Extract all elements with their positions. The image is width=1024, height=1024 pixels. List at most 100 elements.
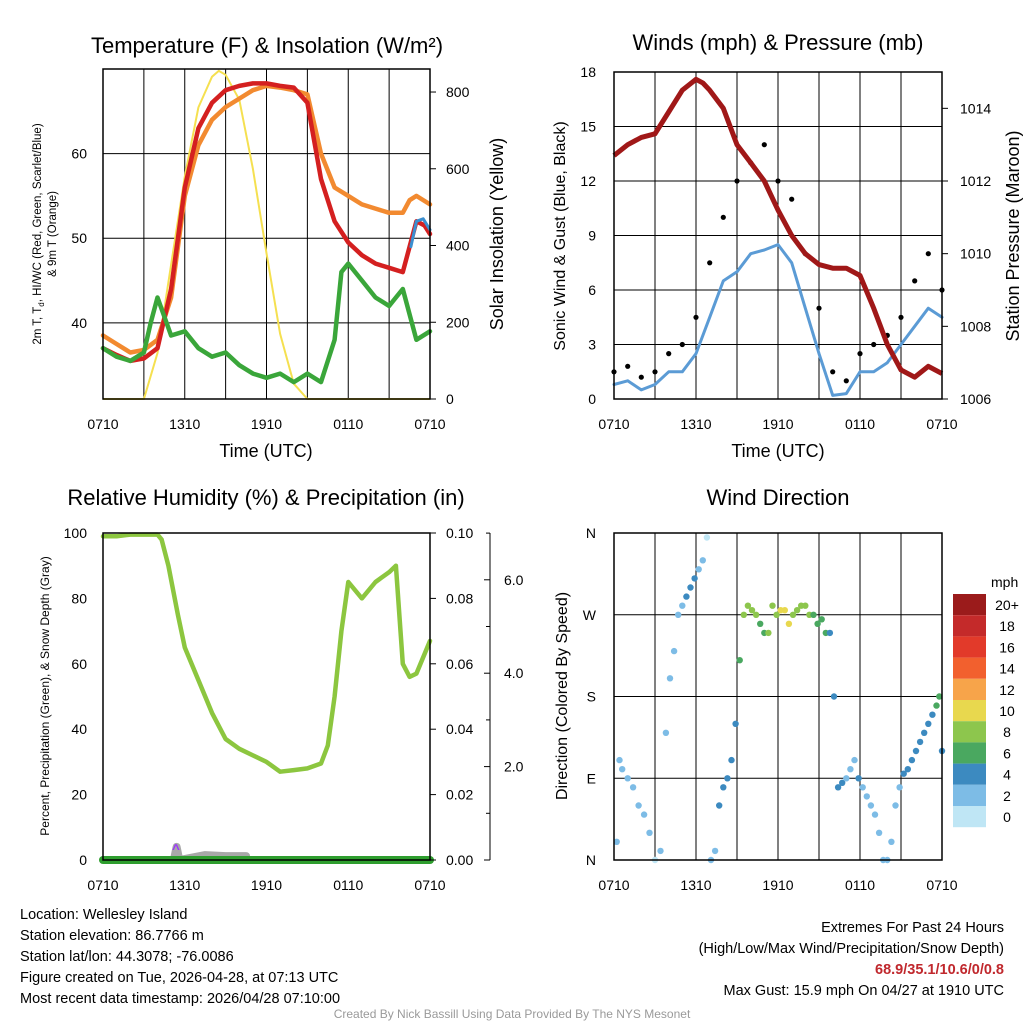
footer-credit: Created By Nick Bassill Using Data Provi…: [333, 1007, 691, 1021]
wind-direction-point: [635, 802, 642, 809]
gust-point: [638, 374, 644, 380]
gust-point: [707, 260, 713, 266]
x-tick-label: 0110: [333, 877, 363, 893]
humidity-x-ticks: 0710 1310 1910 0110 0710: [87, 877, 445, 893]
recent-text: Most recent data timestamp: 2026/04/28 0…: [20, 991, 341, 1007]
wind-direction-point: [863, 793, 870, 800]
extremes-info: Extremes For Past 24 Hours (High/Low/Max…: [699, 918, 1004, 1002]
y-tick-label: N: [586, 852, 596, 868]
wind-direction-point: [691, 575, 698, 582]
wind-direction-point: [793, 607, 801, 614]
wind-direction-point: [616, 756, 623, 764]
wind-direction-x-ticks: 0710 1310 1910 0110 0710: [598, 877, 957, 893]
wind-direction-point: [912, 747, 920, 755]
x-tick-label: 0710: [598, 877, 629, 893]
yr-tick-label: 1006: [960, 391, 991, 407]
y-tick-label: 40: [71, 315, 87, 331]
y-tick-label: 50: [71, 230, 87, 246]
wind-direction-point: [703, 534, 711, 541]
solar-insolation-line: [103, 69, 430, 400]
temperature-frame: [102, 68, 431, 400]
y-tick-label: 6: [588, 282, 596, 298]
humidity-plot: ^: [99, 532, 434, 864]
wind-direction-point: [859, 784, 866, 791]
colorbar-label: 0: [1003, 809, 1011, 825]
wind-direction-point: [732, 720, 739, 727]
x-tick-label: 1910: [251, 877, 282, 893]
colorbar-label: 8: [1003, 724, 1011, 740]
colorbar-label: 20+: [995, 597, 1019, 613]
gust-point: [843, 378, 849, 384]
yr-tick-label: 200: [446, 314, 470, 330]
y-tick-label: 60: [71, 656, 87, 672]
colorbar-title: mph: [991, 574, 1018, 590]
max-gust-text: Max Gust: 15.9 mph On 04/27 at 1910 UTC: [723, 983, 1004, 999]
station-info: Location: Wellesley Island Station eleva…: [20, 905, 340, 1010]
wind-direction-point: [752, 611, 760, 618]
yr-tick-label: 0: [446, 391, 454, 407]
colorbar-swatch: [953, 615, 986, 637]
yr-tick-label: 1010: [960, 246, 991, 262]
temp-2m-line: [100, 81, 433, 364]
y-tick-label: 40: [71, 721, 87, 737]
wind-direction-point: [933, 702, 940, 709]
gust-point: [679, 341, 685, 348]
colorbar-label: 12: [999, 682, 1015, 698]
x-tick-label: 0710: [414, 877, 445, 893]
wind-direction-point: [716, 802, 723, 809]
humidity-frame: [102, 532, 431, 861]
y-tick-label: 3: [588, 337, 596, 353]
colorbar-swatch: [953, 678, 986, 700]
relative-humidity-line: [100, 532, 433, 774]
yr-tick-label: 0.10: [446, 525, 473, 541]
colorbar-label: 2: [1003, 788, 1011, 804]
dewpoint-line: [100, 261, 433, 385]
y-tick-label: E: [587, 770, 596, 786]
y-tick-label: 20: [71, 787, 87, 803]
y-tick-label: 60: [71, 146, 87, 162]
wind-direction-point: [802, 602, 809, 609]
x-tick-label: 1910: [762, 877, 793, 893]
wind-direction-grid: [614, 533, 942, 860]
temperature-ylabel-2: & 9m T (Orange): [47, 191, 59, 277]
gust-point: [871, 341, 877, 348]
wind-direction-point: [921, 729, 928, 736]
y-tick-label: 100: [64, 525, 88, 541]
wind-direction-point: [814, 620, 821, 627]
created-text: Figure created on Tue, 2026-04-28, at 07…: [20, 970, 339, 986]
yr-tick-label: 0.06: [446, 656, 473, 672]
temperature-xlabel: Time (UTC): [219, 441, 312, 461]
wind-direction-point: [613, 838, 620, 845]
winds-ylabel: Sonic Wind & Gust (Blue, Black): [552, 121, 569, 350]
wind-direction-point: [720, 784, 727, 791]
wind-direction-point: [843, 775, 850, 782]
wind-direction-point: [839, 779, 846, 786]
x-tick-label: 0710: [414, 416, 445, 432]
wind-direction-point: [855, 775, 862, 782]
extremes-values: 68.9/35.1/10.6/0/0.8: [875, 962, 1004, 978]
wind-direction-point: [900, 770, 907, 777]
humidity-yr-ticks: 0.00 0.02 0.04 0.06 0.08 0.10: [430, 525, 473, 868]
snow-marker: ^: [172, 842, 180, 857]
wind-direction-point: [826, 629, 834, 637]
wind-direction-point: [916, 738, 924, 746]
wind-direction-point: [683, 593, 690, 600]
humidity-ylabel: Percent, Precipitation (Green), & Snow D…: [38, 556, 52, 835]
wind-direction-point: [736, 657, 743, 664]
wind-direction-point: [773, 611, 780, 618]
snow-tick-label: 2.0: [504, 759, 524, 775]
wind-direction-point: [781, 607, 788, 614]
heat-index-line: [409, 217, 432, 249]
wind-direction-point: [871, 811, 879, 818]
wind-direction-point: [724, 775, 731, 782]
x-tick-label: 1310: [680, 877, 711, 893]
y-tick-label: 15: [580, 119, 596, 135]
y-tick-label: 0: [588, 391, 596, 407]
wind-direction-point: [818, 616, 825, 623]
temperature-x-ticks: 0710 1310 1910 0110 0710: [87, 416, 445, 432]
wind-direction-point: [699, 557, 706, 564]
snow-depth-axis: 2.0 4.0 6.0: [484, 532, 524, 861]
colorbar-swatch: [953, 657, 986, 679]
wind-direction-point: [830, 693, 838, 700]
